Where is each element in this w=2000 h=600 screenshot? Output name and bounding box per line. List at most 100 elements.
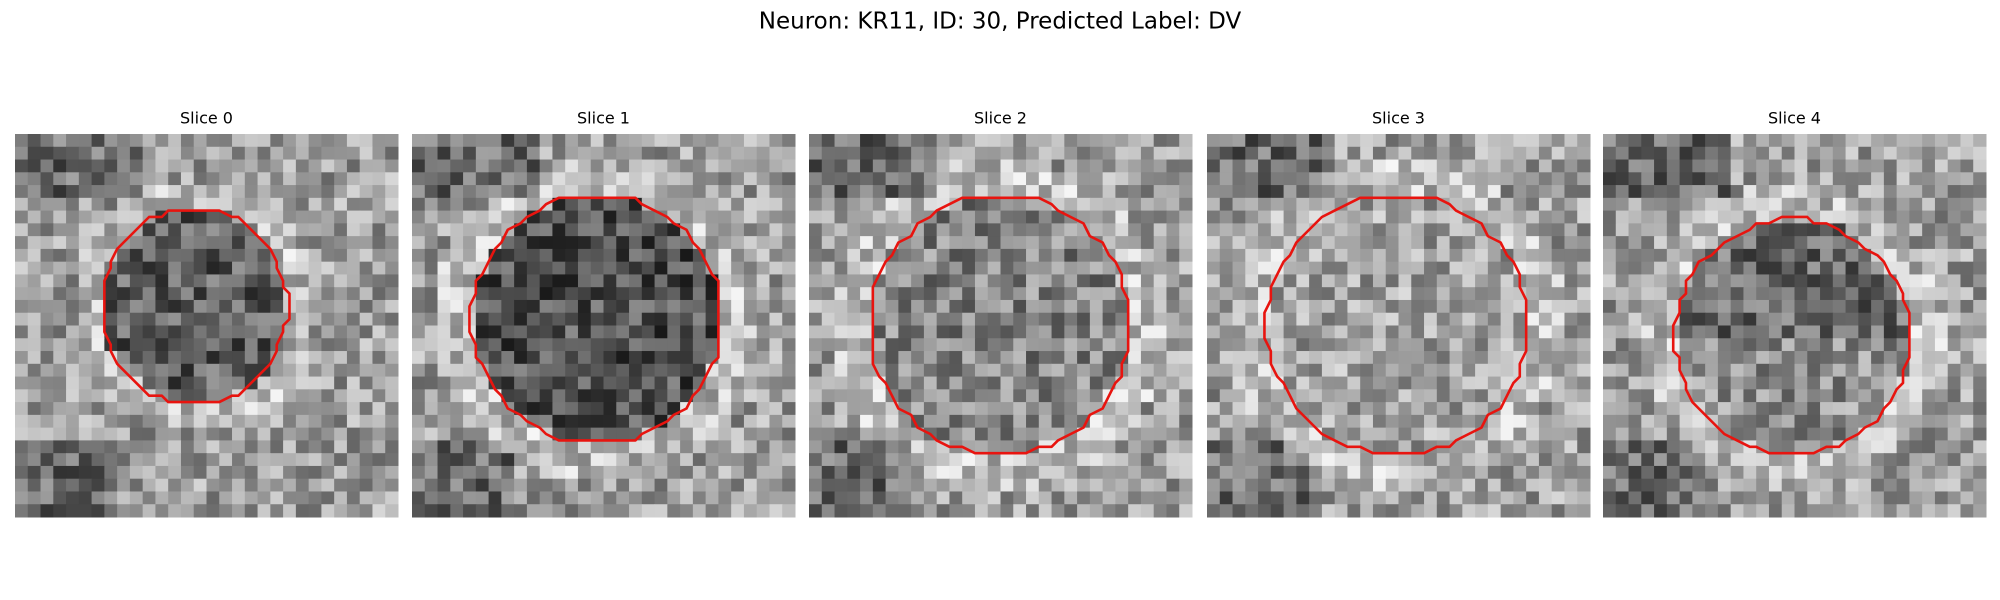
pixel	[104, 159, 118, 173]
pixel	[834, 478, 848, 492]
pixel	[104, 427, 118, 441]
pixel	[847, 440, 861, 454]
pixel	[821, 453, 836, 467]
pixel	[1538, 427, 1553, 441]
pixel	[1051, 287, 1065, 301]
pixel	[809, 338, 823, 352]
pixel	[1679, 325, 1693, 339]
pixel	[1153, 185, 1167, 199]
pixel	[705, 427, 719, 441]
pixel	[244, 287, 259, 301]
pixel	[1462, 325, 1476, 339]
pixel	[1436, 159, 1451, 173]
pixel	[437, 504, 451, 518]
pixel	[1896, 453, 1910, 467]
pixel	[860, 185, 874, 199]
pixel	[885, 197, 899, 212]
pixel	[885, 376, 899, 390]
pixel	[1526, 338, 1540, 352]
pixel	[1666, 223, 1681, 237]
pixel	[78, 185, 93, 199]
contour	[468, 196, 720, 442]
pixel	[1973, 402, 1987, 416]
pixel	[1960, 287, 1974, 301]
pixel	[295, 197, 310, 212]
pixel	[1717, 146, 1732, 161]
pixel	[1820, 402, 1834, 416]
pixel	[1219, 312, 1234, 326]
pixel	[1973, 287, 1987, 301]
pixel	[1140, 197, 1155, 212]
pixel	[1654, 504, 1668, 518]
pixel	[782, 274, 796, 288]
pixel	[91, 414, 105, 429]
pixel	[1883, 312, 1898, 326]
pixel	[565, 236, 579, 250]
pixel	[1615, 478, 1630, 492]
pixel	[193, 146, 207, 161]
pixel	[1398, 414, 1412, 429]
pixel	[295, 376, 310, 390]
pixel	[1309, 236, 1323, 250]
pixel	[885, 491, 899, 505]
pixel	[885, 504, 899, 518]
pixel	[129, 402, 144, 416]
pixel	[1896, 274, 1910, 288]
pixel	[1064, 402, 1078, 416]
pixel	[1564, 453, 1578, 467]
pixel	[257, 299, 271, 314]
pixel	[705, 312, 719, 326]
pixel	[1730, 134, 1744, 148]
pixel	[821, 159, 836, 173]
pixel	[1013, 312, 1027, 326]
pixel	[193, 491, 207, 505]
pixel	[692, 402, 707, 416]
pixel	[1628, 402, 1642, 416]
pixel	[501, 363, 515, 378]
pixel	[1845, 185, 1859, 199]
pixel	[1730, 478, 1744, 492]
pixel	[91, 504, 105, 518]
pixel	[1960, 325, 1974, 339]
pixel	[923, 389, 938, 403]
pixel	[1102, 210, 1116, 224]
pixel	[1449, 287, 1463, 301]
pixel	[1909, 414, 1923, 429]
pixel	[1794, 427, 1808, 441]
pixel	[1309, 146, 1323, 161]
pixel	[1820, 261, 1834, 275]
pixel	[1245, 236, 1259, 250]
pixel	[372, 287, 386, 301]
pixel	[1436, 248, 1451, 263]
pixel	[142, 504, 156, 518]
pixel	[1385, 389, 1399, 403]
pixel	[821, 325, 836, 339]
pixel	[424, 427, 439, 441]
pixel	[1500, 159, 1514, 173]
pixel	[1245, 414, 1259, 429]
pixel	[654, 287, 668, 301]
pixel	[654, 363, 668, 378]
pixel	[501, 414, 515, 429]
pixel	[1730, 504, 1744, 518]
pixel	[1692, 427, 1706, 441]
pixel	[1858, 248, 1872, 263]
pixel	[1283, 223, 1297, 237]
pixel	[1296, 172, 1310, 186]
pixel	[872, 287, 887, 301]
pixel	[334, 299, 348, 314]
pixel	[1960, 185, 1974, 199]
pixel	[911, 236, 925, 250]
pixel	[180, 389, 195, 403]
pixel	[590, 248, 604, 263]
pixel	[1628, 414, 1642, 429]
pixel	[680, 159, 694, 173]
pixel	[1334, 287, 1348, 301]
pixel	[821, 338, 836, 352]
pixel	[743, 414, 758, 429]
pixel	[1513, 172, 1527, 186]
pixel	[1934, 465, 1949, 480]
pixel	[1641, 504, 1655, 518]
pixel	[219, 465, 233, 480]
pixel	[155, 465, 169, 480]
